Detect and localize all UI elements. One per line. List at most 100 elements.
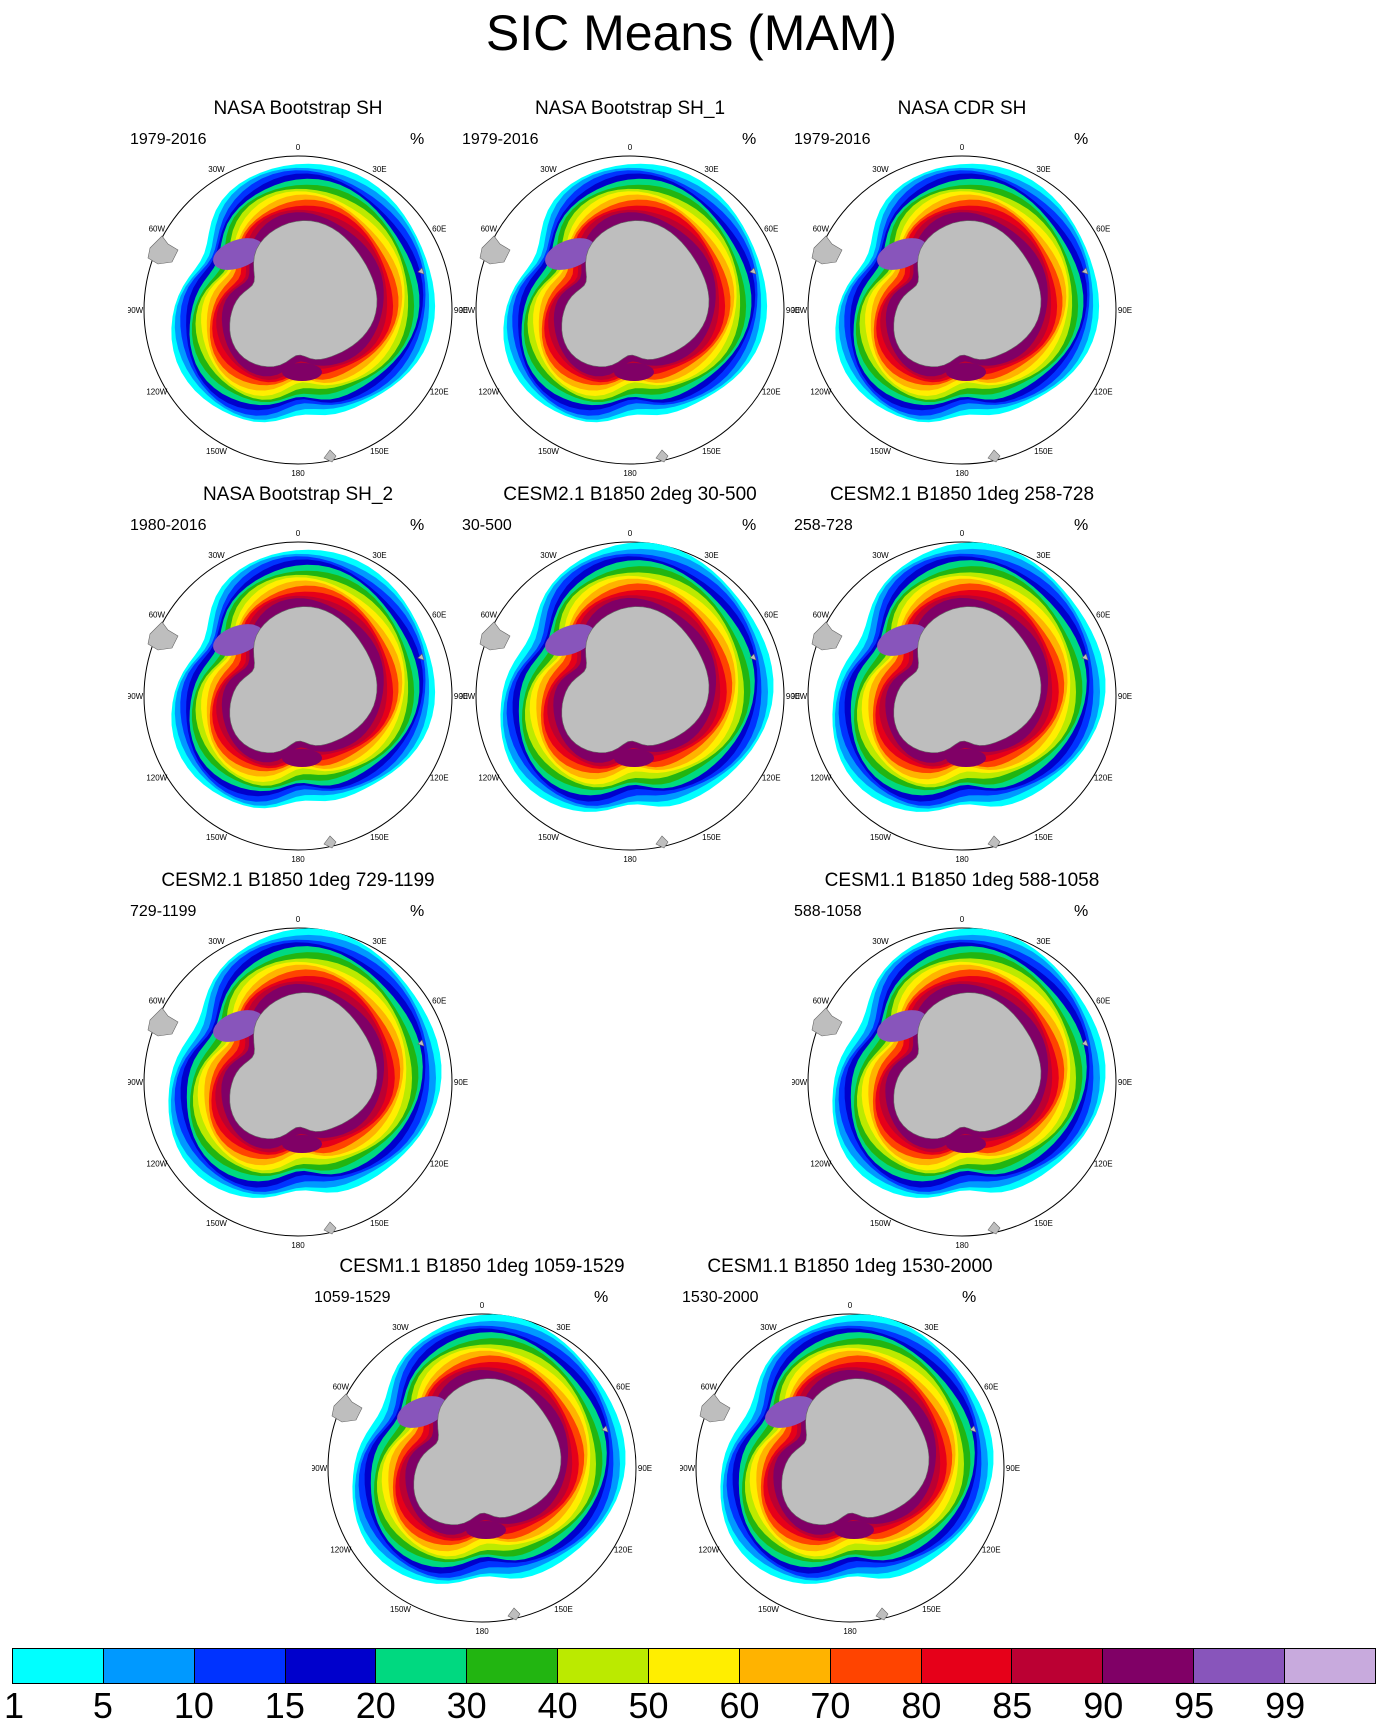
antarctica-landmass <box>893 992 1042 1140</box>
weddell-patch <box>397 1396 447 1428</box>
panel-period: 1979-2016 <box>130 131 207 148</box>
map-panel: CESM1.1 B1850 1deg 1059-1529 1059-1529 %… <box>312 1256 652 1636</box>
antarctica-landmass <box>561 606 710 754</box>
grid-label: 60E <box>764 225 778 234</box>
grid-label: 90W <box>792 1078 808 1087</box>
panel-period: 1980-2016 <box>130 517 207 534</box>
panel-units: % <box>1074 903 1089 920</box>
map-panel: NASA Bootstrap SH 1979-2016 % 0 30E 60E 90E… <box>128 98 468 478</box>
colorbar-tick-label: 30 <box>446 1685 487 1726</box>
grid-label: 60W <box>481 611 498 620</box>
island <box>417 1039 425 1047</box>
south-america-tip <box>811 1007 843 1037</box>
ross-patch <box>834 1521 874 1539</box>
grid-label: 60E <box>432 225 446 234</box>
weddell-patch <box>877 1010 927 1042</box>
grid-label: 150E <box>370 1219 389 1228</box>
grid-label: 30W <box>872 165 889 174</box>
grid-label: 120W <box>146 1160 167 1169</box>
grid-label: 90E <box>1006 1464 1020 1473</box>
grid-label: 30W <box>208 937 225 946</box>
grid-label: 90E <box>1118 306 1132 315</box>
new-zealand-tip <box>323 449 337 463</box>
grid-label: 90E <box>786 692 800 701</box>
grid-label: 90W <box>128 1078 144 1087</box>
grid-label: 0 <box>848 1301 853 1310</box>
map-panel: CESM1.1 B1850 1deg 588-1058 588-1058 % 0… <box>792 870 1132 1250</box>
panel-period: 1530-2000 <box>682 1289 759 1306</box>
colorbar-tick-label: 20 <box>355 1685 396 1726</box>
island <box>1081 1039 1089 1047</box>
polar-map: 0 30E 60E 90E 120E 150E 180 150W 120W 90W 60W 30W <box>128 529 468 864</box>
weddell-patch <box>765 1396 815 1428</box>
grid-label: 0 <box>960 529 965 538</box>
grid-label: 150W <box>538 447 559 456</box>
grid-label: 180 <box>291 469 305 478</box>
panel-title: CESM2.1 B1850 1deg 258-728 <box>829 484 1095 505</box>
map-panel: CESM2.1 B1850 1deg 258-728 258-728 % 0 30… <box>792 484 1132 864</box>
colorbar-tick-label: 90 <box>1083 1685 1124 1726</box>
island <box>601 1425 609 1433</box>
grid-label: 60W <box>813 997 830 1006</box>
south-america-tip <box>147 621 179 651</box>
grid-label: 90E <box>1118 1078 1132 1087</box>
grid-label: 60W <box>149 225 166 234</box>
grid-label: 60E <box>432 997 446 1006</box>
panel-title: NASA Bootstrap SH <box>213 98 383 119</box>
grid-label: 60E <box>1096 997 1110 1006</box>
grid-label: 180 <box>843 1627 857 1636</box>
island <box>417 653 425 661</box>
ross-patch <box>466 1521 506 1539</box>
map-panel: CESM2.1 B1850 1deg 729-1199 729-1199 % 0… <box>128 870 468 1250</box>
new-zealand-tip <box>323 1221 337 1235</box>
panel-period: 1979-2016 <box>794 131 871 148</box>
antarctica-landmass <box>781 1378 930 1526</box>
grid-label: 120W <box>478 388 499 397</box>
colorbar-swatch <box>1012 1649 1104 1683</box>
new-zealand-tip <box>875 1607 889 1621</box>
grid-label: 150W <box>870 1219 891 1228</box>
map-panel: NASA Bootstrap SH_1 1979-2016 % 0 30E 60E 9… <box>460 98 800 478</box>
south-america-tip <box>811 621 843 651</box>
grid-label: 0 <box>480 1301 485 1310</box>
colorbar-swatch <box>1103 1649 1195 1683</box>
grid-label: 180 <box>623 469 637 478</box>
polar-map: 0 30E 60E 90E 120E 150E 180 150W 120W 90W 60W 30W <box>792 915 1132 1250</box>
colorbar-swatch <box>1194 1649 1286 1683</box>
grid-label: 90W <box>460 692 476 701</box>
map-panel: CESM1.1 B1850 1deg 1530-2000 1530-2000 %… <box>680 1256 1020 1636</box>
colorbar-swatch <box>103 1649 195 1683</box>
grid-label: 30W <box>540 551 557 560</box>
grid-label: 60E <box>1096 611 1110 620</box>
weddell-patch <box>545 624 595 656</box>
grid-label: 180 <box>291 855 305 864</box>
colorbar-tick-label: 15 <box>264 1685 305 1726</box>
figure-title: SIC Means (MAM) <box>485 5 898 61</box>
grid-label: 150E <box>554 1605 573 1614</box>
grid-label: 180 <box>955 469 969 478</box>
map-panel: CESM2.1 B1850 2deg 30-500 30-500 % 0 30E 6… <box>460 484 800 864</box>
grid-label: 120E <box>1094 1160 1113 1169</box>
new-zealand-tip <box>655 835 669 849</box>
grid-label: 150W <box>870 833 891 842</box>
colorbar-tick-label: 10 <box>173 1685 214 1726</box>
polar-map: 0 30E 60E 90E 120E 150E 180 150W 120W 90W 60W 30W <box>460 143 800 478</box>
ross-patch <box>614 749 654 767</box>
grid-label: 30E <box>924 1323 938 1332</box>
island <box>1081 267 1089 275</box>
island <box>969 1425 977 1433</box>
grid-label: 90W <box>680 1464 696 1473</box>
colorbar-swatch <box>376 1649 468 1683</box>
grid-label: 90W <box>460 306 476 315</box>
panel-units: % <box>1074 517 1089 534</box>
panel-period: 258-728 <box>794 517 853 534</box>
colorbar-tick-label: 50 <box>628 1685 669 1726</box>
new-zealand-tip <box>507 1607 521 1621</box>
grid-label: 30E <box>704 551 718 560</box>
grid-label: 120E <box>614 1546 633 1555</box>
grid-label: 150E <box>922 1605 941 1614</box>
colorbar-swatch <box>830 1649 922 1683</box>
polar-map: 0 30E 60E 90E 120E 150E 180 150W 120W 90W 60W 30W <box>792 143 1132 478</box>
antarctica-landmass <box>229 220 378 368</box>
grid-label: 120W <box>146 774 167 783</box>
